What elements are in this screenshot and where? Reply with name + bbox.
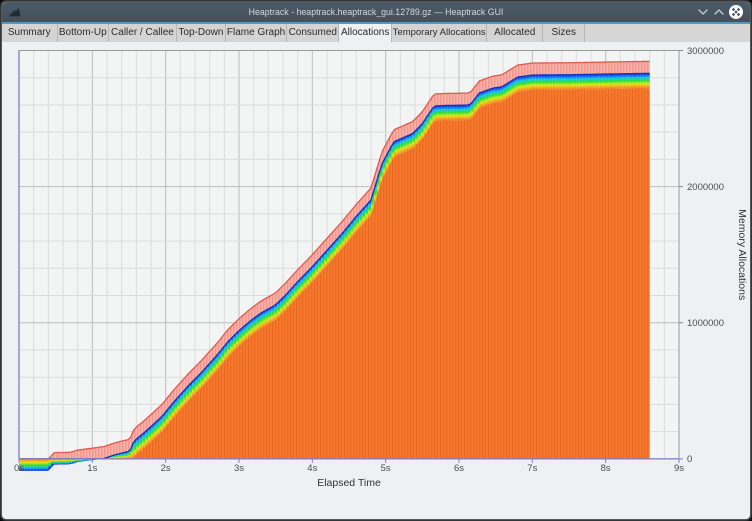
svg-text:5s: 5s	[381, 463, 391, 474]
svg-text:0: 0	[687, 454, 692, 465]
svg-text:2000000: 2000000	[687, 182, 724, 193]
svg-text:Memory Allocations: Memory Allocations	[736, 209, 748, 300]
svg-text:2s: 2s	[161, 463, 171, 474]
svg-text:4s: 4s	[307, 463, 317, 474]
svg-text:1s: 1s	[87, 463, 97, 474]
svg-text:9s: 9s	[674, 463, 684, 474]
svg-text:0s: 0s	[14, 463, 24, 474]
svg-text:8s: 8s	[601, 463, 611, 474]
svg-text:3s: 3s	[234, 463, 244, 474]
svg-text:3000000: 3000000	[687, 46, 724, 57]
svg-text:6s: 6s	[454, 463, 464, 474]
svg-text:7s: 7s	[527, 463, 537, 474]
svg-text:Elapsed Time: Elapsed Time	[317, 477, 381, 489]
svg-text:1000000: 1000000	[687, 318, 724, 329]
